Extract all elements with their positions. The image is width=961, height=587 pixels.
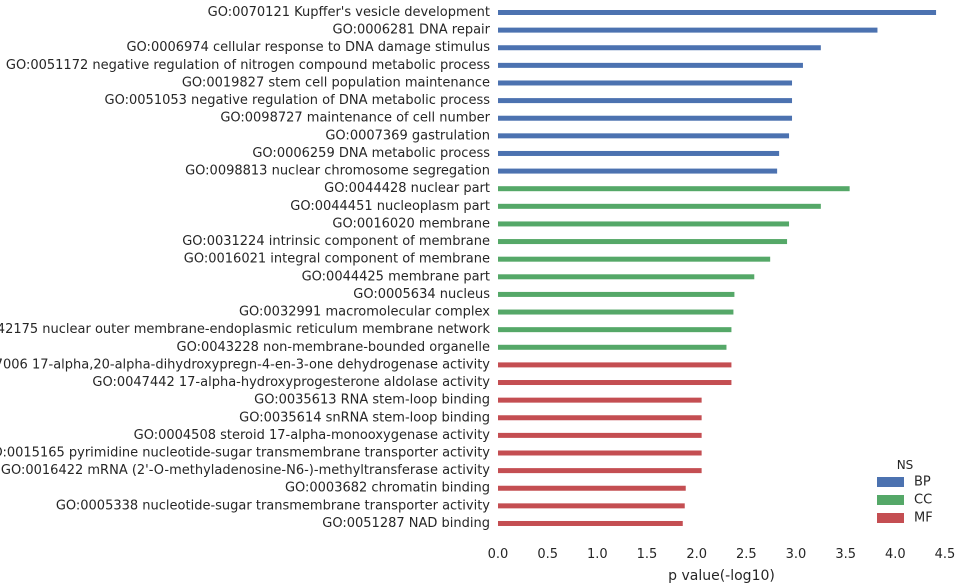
category-label: GO:0098727 maintenance of cell number: [220, 111, 490, 126]
x-tick-label: 1.5: [637, 547, 658, 562]
category-label: GO:0047442 17-alpha-hydroxyprogesterone …: [92, 375, 490, 390]
bar-bp: [498, 45, 821, 51]
category-label: GO:0044451 nucleoplasm part: [290, 199, 490, 214]
bar-bp: [498, 150, 780, 156]
bar-bp: [498, 10, 937, 15]
x-tick-label: 3.0: [786, 547, 807, 562]
category-label: GO:0006259 DNA metabolic process: [252, 146, 490, 161]
category-label: GO:0005634 nucleus: [353, 287, 490, 302]
bar-bp: [498, 80, 793, 86]
category-label: GO:0035614 snRNA stem-loop binding: [239, 410, 490, 425]
bar-cc: [498, 291, 735, 297]
category-label: GO:0006281 DNA repair: [333, 23, 491, 38]
bar-cc: [498, 344, 727, 350]
x-tick-label: 4.0: [885, 547, 906, 562]
x-tick-label: 1.0: [587, 547, 608, 562]
x-tick-label: 0.5: [537, 547, 558, 562]
category-label: GO:0035613 RNA stem-loop binding: [254, 393, 490, 408]
category-label: GO:0042175 nuclear outer membrane-endopl…: [0, 322, 490, 337]
bars-layer: [498, 10, 937, 526]
category-label: GO:0006974 cellular response to DNA dama…: [126, 40, 490, 55]
bar-cc: [498, 221, 790, 227]
bar-mf: [498, 450, 702, 456]
bar-mf: [498, 432, 702, 438]
bar-bp: [498, 133, 790, 139]
category-label: GO:0032991 macromolecular complex: [239, 305, 490, 320]
category-label: GO:0051053 negative regulation of DNA me…: [105, 93, 491, 108]
x-tick-label: 3.5: [835, 547, 856, 562]
category-label: GO:0007369 gastrulation: [325, 128, 490, 143]
category-label: GO:0031224 intrinsic component of membra…: [182, 234, 490, 249]
category-label: GO:0043228 non-membrane-bounded organell…: [177, 340, 491, 355]
bar-bp: [498, 27, 878, 33]
bar-mf: [498, 468, 702, 474]
bar-cc: [498, 239, 788, 245]
bar-bp: [498, 98, 793, 104]
category-label: GO:0016021 integral component of membran…: [184, 252, 490, 267]
category-label: GO:0015165 pyrimidine nucleotide-sugar t…: [0, 446, 490, 461]
x-tick-label: 0.0: [488, 547, 509, 562]
category-labels: GO:0070121 Kupffer's vesicle development…: [0, 5, 491, 531]
bar-cc: [498, 274, 755, 280]
bar-cc: [498, 203, 821, 209]
bar-cc: [498, 186, 850, 192]
bar-bp: [498, 62, 803, 68]
legend-label-cc: CC: [914, 493, 932, 508]
legend-label-mf: MF: [914, 511, 933, 526]
category-label: GO:0098813 nuclear chromosome segregatio…: [185, 164, 490, 179]
legend: NS BP CC MF: [877, 458, 933, 526]
category-label: GO:0003682 chromatin binding: [285, 481, 490, 496]
bar-mf: [498, 362, 732, 368]
legend-swatch-bp: [877, 477, 904, 487]
category-label: GO:0070121 Kupffer's vesicle development: [208, 5, 490, 20]
category-label: GO:0051287 NAD binding: [322, 516, 490, 531]
category-label: GO:0044425 membrane part: [302, 269, 490, 284]
bar-cc: [498, 309, 734, 315]
x-axis-title: p value(-log10): [668, 568, 775, 584]
bar-bp: [498, 168, 778, 174]
bar-mf: [498, 485, 686, 491]
legend-swatch-mf: [877, 513, 904, 523]
bar-mf: [498, 380, 732, 386]
category-label: GO:0004508 steroid 17-alpha-monooxygenas…: [134, 428, 491, 443]
bar-mf: [498, 415, 702, 421]
category-label: GO:0016422 mRNA (2'-O-methyladenosine-N6…: [1, 463, 490, 478]
bar-bp: [498, 115, 793, 121]
category-label: GO:0016020 membrane: [332, 216, 490, 231]
bar-mf: [498, 520, 683, 526]
category-label: GO:0047006 17-alpha,20-alpha-dihydroxypr…: [0, 357, 490, 372]
x-axis-ticks: 0.0 0.5 1.0 1.5 2.0 2.5 3.0 3.5 4.0 4.5: [488, 547, 956, 562]
legend-entries: BP CC MF: [877, 475, 933, 526]
legend-title: NS: [897, 458, 914, 472]
category-label: GO:0019827 stem cell population maintena…: [182, 75, 490, 90]
x-tick-label: 2.0: [686, 547, 707, 562]
legend-swatch-cc: [877, 495, 904, 505]
x-tick-label: 4.5: [935, 547, 956, 562]
category-label: GO:0005338 nucleotide-sugar transmembran…: [56, 498, 490, 513]
bar-cc: [498, 327, 732, 333]
bar-cc: [498, 256, 771, 262]
category-label: GO:0051172 negative regulation of nitrog…: [6, 58, 490, 73]
bar-mf: [498, 397, 702, 403]
x-tick-label: 2.5: [736, 547, 757, 562]
category-label: GO:0044428 nuclear part: [324, 181, 490, 196]
bar-mf: [498, 503, 685, 509]
legend-label-bp: BP: [914, 475, 931, 490]
